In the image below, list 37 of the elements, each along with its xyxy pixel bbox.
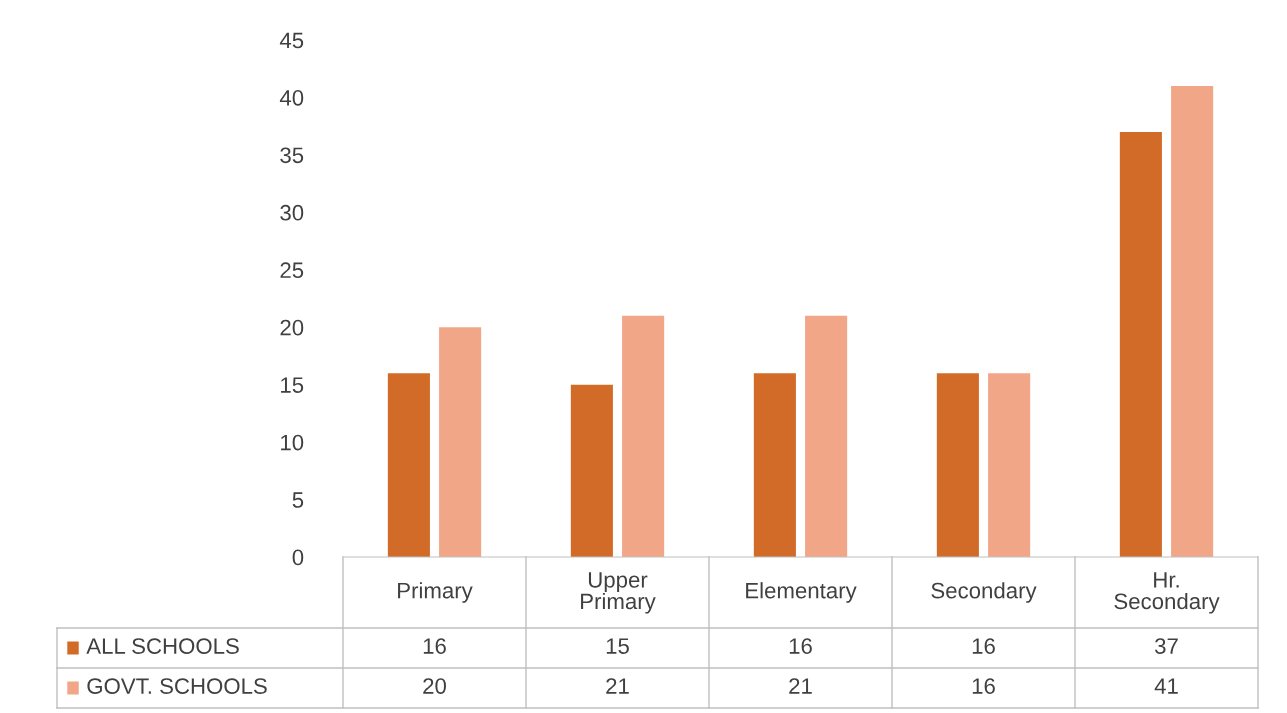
data-label: 41 <box>1154 678 1178 694</box>
data-label: 20 <box>423 678 446 694</box>
y-tick-label: 25 <box>280 262 304 279</box>
data-label: 16 <box>972 638 995 654</box>
x-tick-label: Hr. Secondary <box>1114 572 1220 614</box>
bar <box>1119 131 1162 557</box>
y-tick-label: 20 <box>280 319 304 336</box>
y-tick-label: 40 <box>279 89 304 106</box>
data-label: 16 <box>789 638 812 654</box>
bar <box>988 373 1031 557</box>
data-label: 16 <box>972 678 995 694</box>
y-tick-label: 5 <box>292 492 304 508</box>
bar <box>622 315 665 557</box>
x-tick-label: Secondary <box>931 582 1037 603</box>
x-tick-label: Primary <box>398 582 473 603</box>
bar <box>570 384 613 557</box>
bar <box>805 315 848 557</box>
bar <box>753 373 796 557</box>
bar <box>387 373 430 557</box>
data-label: 21 <box>606 678 629 694</box>
data-label: 15 <box>606 638 629 654</box>
y-tick-label: 15 <box>281 377 304 393</box>
y-tick-label: 35 <box>280 147 304 164</box>
x-tick-label: Upper Primary <box>581 572 656 614</box>
data-label: 16 <box>423 638 446 654</box>
legend-label: GOVT. SCHOOLS <box>87 678 267 694</box>
y-tick-label: 30 <box>280 204 304 221</box>
y-tick-label: 45 <box>279 32 304 49</box>
x-tick-label: Elementary <box>746 582 857 603</box>
bar <box>1171 85 1214 557</box>
data-label: 37 <box>1154 638 1178 654</box>
y-tick-label: 10 <box>281 434 304 451</box>
data-label: 21 <box>789 678 812 694</box>
legend-label: ALL SCHOOLS <box>86 638 239 654</box>
bar <box>936 373 979 557</box>
y-tick-label: 0 <box>292 549 304 566</box>
bar <box>439 327 482 557</box>
